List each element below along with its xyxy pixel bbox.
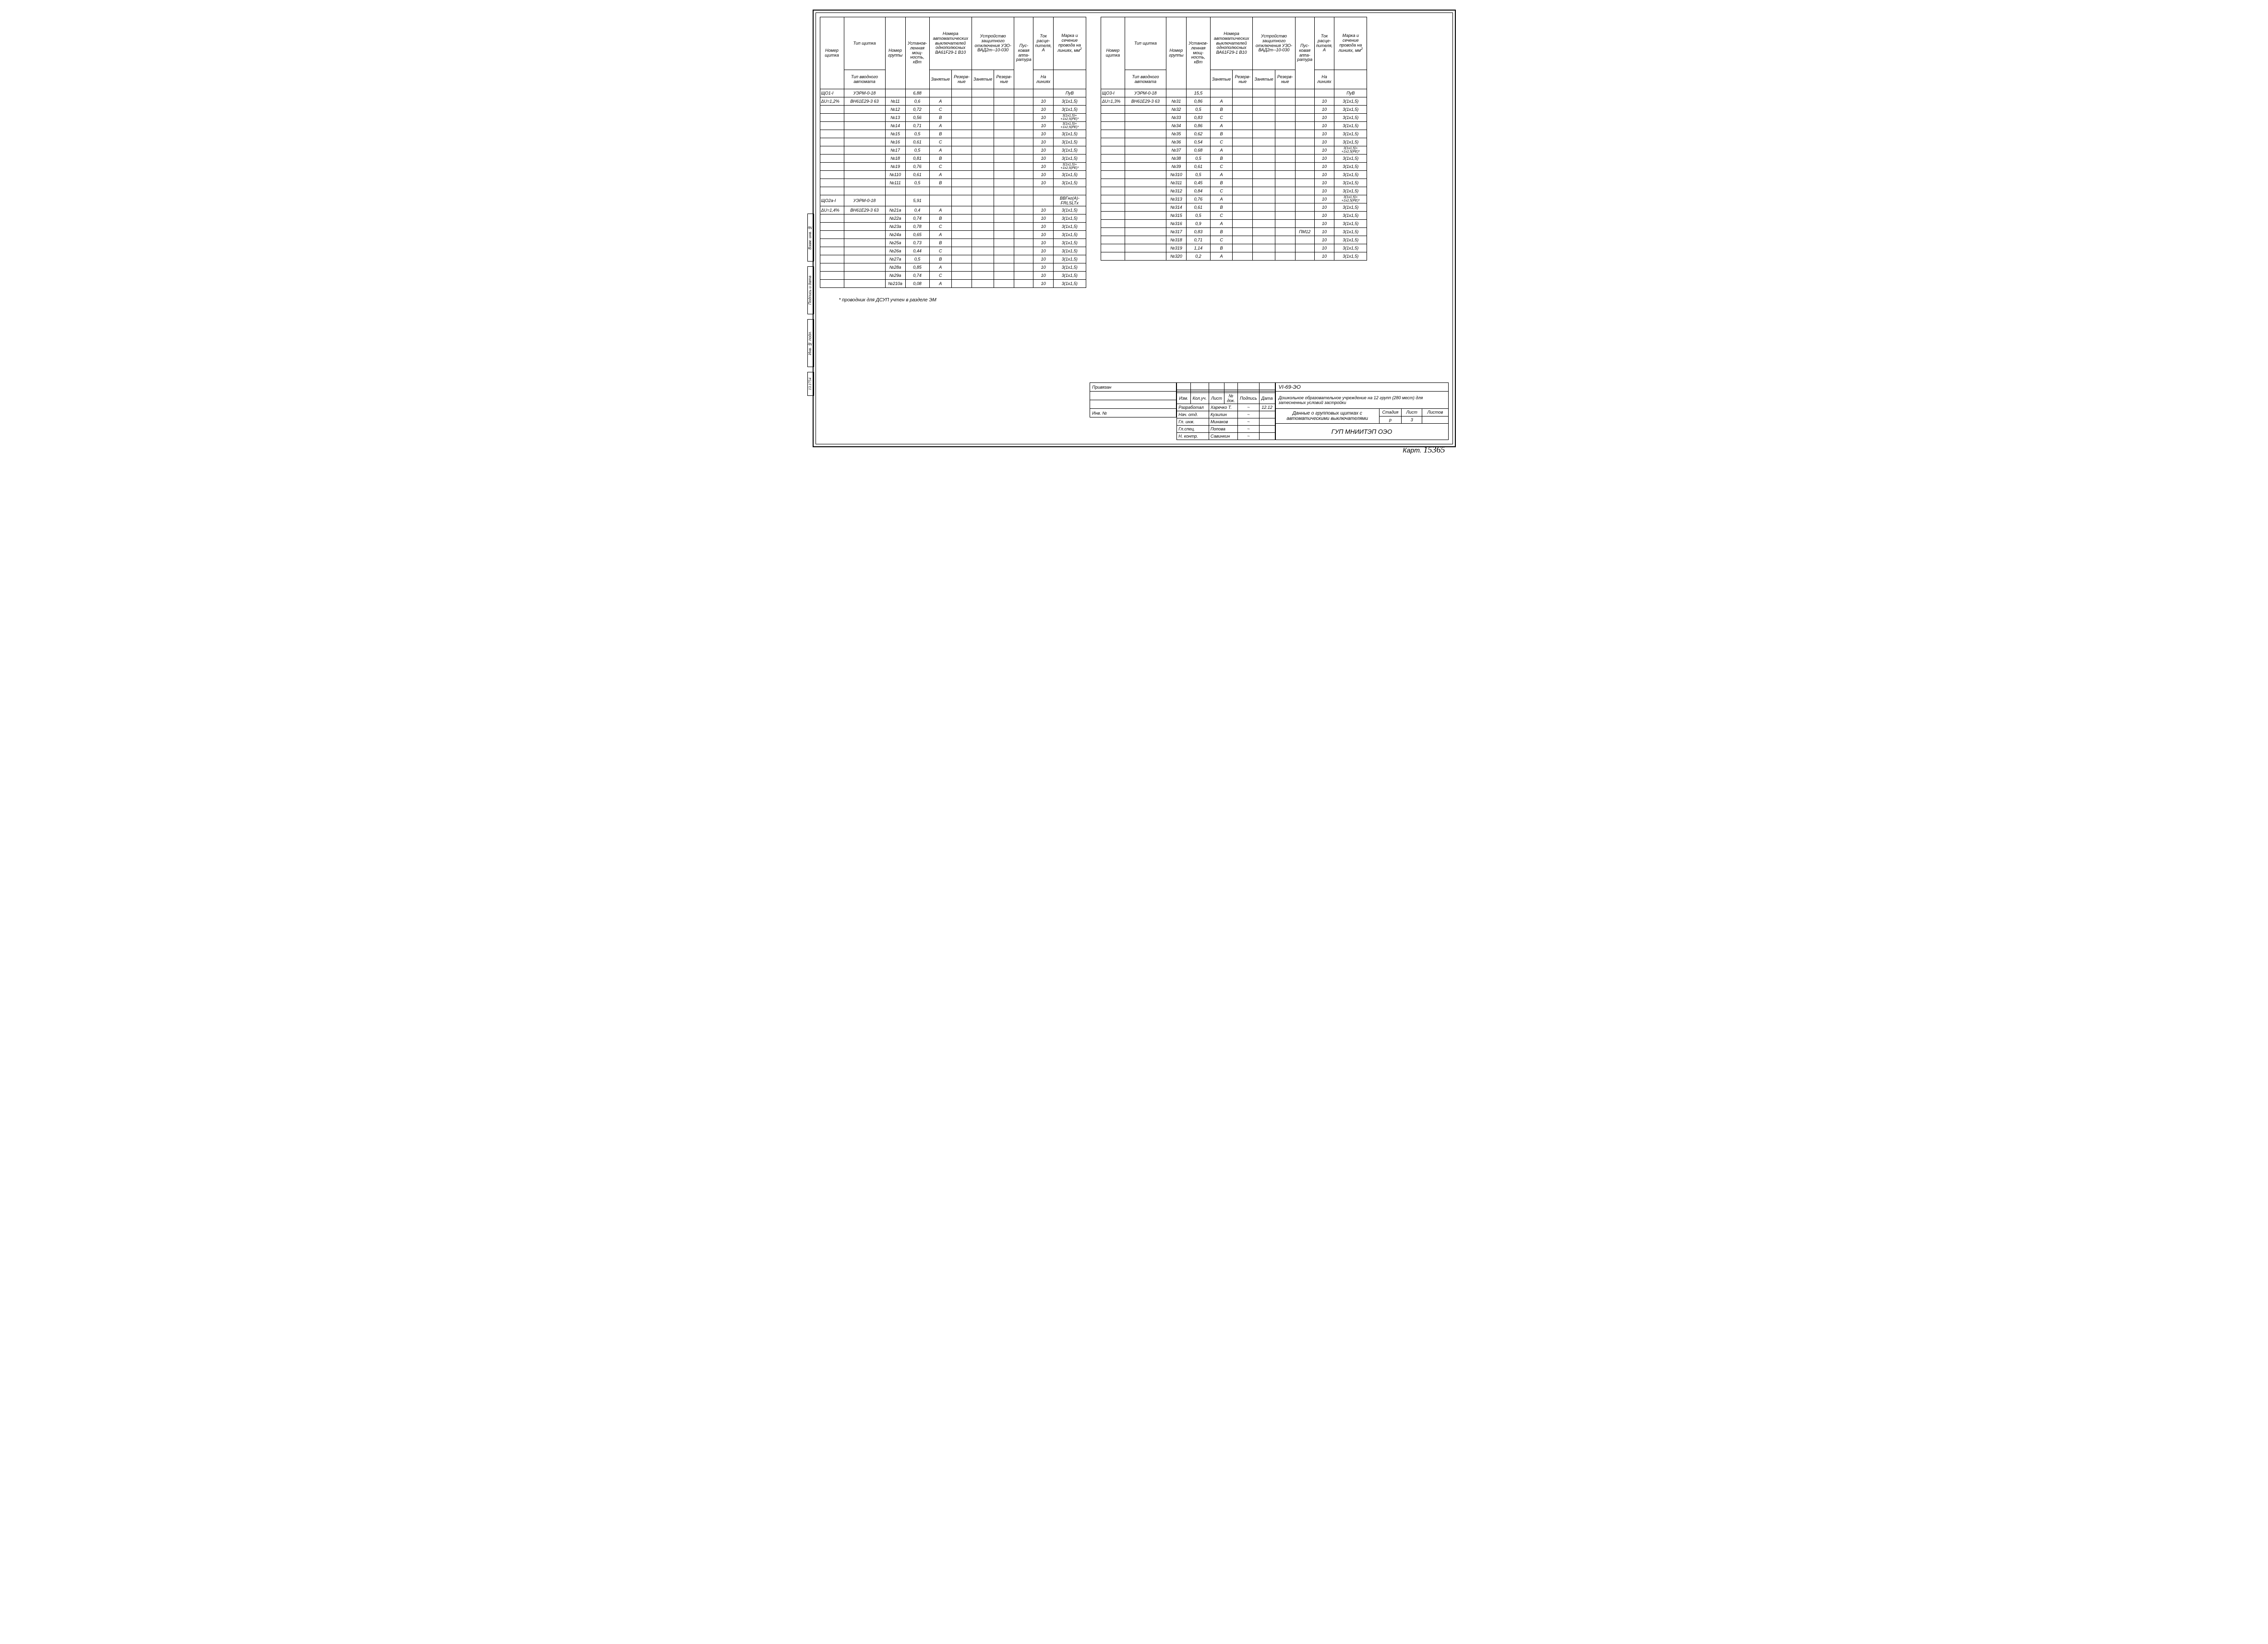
table-row: №12 0,72 С 10 3(1х1,5) — [820, 106, 1086, 114]
table-row: №35 0,62 В 10 3(1х1,5) — [1101, 130, 1367, 138]
hdr-podp: Подпись — [1238, 393, 1260, 404]
side-inv: Инв. № подл. — [807, 319, 814, 367]
inv-no-label: Инв. № — [1090, 409, 1176, 417]
table-row: №314 0,61 В 10 3(1х1,5) — [1101, 203, 1367, 212]
table-row: №32 0,5 В 10 3(1х1,5) — [1101, 106, 1367, 114]
role-row: Разработал Харечко Т. ~ 12.12 — [1177, 404, 1275, 411]
table-row: №312 0,84 С 10 3(1х1,5) — [1101, 187, 1367, 195]
table-row — [820, 187, 1086, 195]
binding-margin: Взам. инв. № Подпись и дата Инв. № подл.… — [807, 214, 814, 396]
table-row: №25а 0,73 В 10 3(1х1,5) — [820, 239, 1086, 247]
table-row: №22а 0,74 В 10 3(1х1,5) — [820, 214, 1086, 223]
table-row: ΔU=1,3% ВН61Е29-3 63 №31 0,86 А 10 3(1х1… — [1101, 97, 1367, 106]
listov-v — [1422, 416, 1448, 424]
side-vzam: Взам. инв. № — [807, 214, 814, 262]
role-row: Нач. отд. Кузилин ~ — [1177, 411, 1275, 418]
drawing-frame-outer: Взам. инв. № Подпись и дата Инв. № подл.… — [813, 10, 1456, 447]
table-row: ΔU=1,2% ВН61Е29-3 63 №11 0,6 А 10 3(1х1,… — [820, 97, 1086, 106]
table-row: №311 0,45 В 10 3(1х1,5) — [1101, 179, 1367, 187]
table-row: №318 0,71 С 10 3(1х1,5) — [1101, 236, 1367, 244]
table-row: №36 0,54 С 10 3(1х1,5) — [1101, 138, 1367, 146]
table-row: №15 0,5 В 10 3(1х1,5) — [820, 130, 1086, 138]
side-inv-num: 13.1754 — [807, 372, 814, 396]
stadiya-h: Стадия — [1379, 409, 1401, 417]
table-row: №313 0,76 А 10 3(1х1,5)++1х2,5(РЕ)* — [1101, 195, 1367, 203]
stadiya-v: р — [1379, 416, 1401, 424]
kart-number: 15365 — [1424, 445, 1445, 454]
hdr-list: Лист — [1209, 393, 1224, 404]
hdr-izm: Изм. — [1177, 393, 1190, 404]
table-row: №19 0,76 С 10 3(1х1,5)++1х2,5(РЕ)* — [820, 163, 1086, 171]
panel-table-right: Номер щитка Тип щитка Номер группы Устан… — [1101, 17, 1367, 261]
list-h: Лист — [1402, 409, 1422, 417]
table-row: ЩО2а-I УЭРМ-0-18 5,91 ВВГнг(А)-FRLSLTх — [820, 195, 1086, 206]
project-code: VI-69-ЭО — [1275, 383, 1448, 392]
table-row: ЩО1-I УЭРМ-0-18 6,88 ПуВ — [820, 89, 1086, 97]
listov-h: Листов — [1422, 409, 1448, 417]
title-block: Привязан Инв. № Изм. Кол.уч. Лист № док. — [1090, 382, 1448, 440]
table-row: №315 0,5 С 10 3(1х1,5) — [1101, 212, 1367, 220]
table-row: №110 0,61 А 10 3(1х1,5) — [820, 171, 1086, 179]
kart-label: Карт. — [1403, 446, 1421, 454]
role-row: Гл. инж. Минаков ~ — [1177, 418, 1275, 426]
table-row: №23а 0,78 С 10 3(1х1,5) — [820, 223, 1086, 231]
table-row: №16 0,61 С 10 3(1х1,5) — [820, 138, 1086, 146]
table-row: №34 0,86 А 10 3(1х1,5) — [1101, 122, 1367, 130]
table-row: №39 0,61 С 10 3(1х1,5) — [1101, 163, 1367, 171]
table-row: №310 0,5 А 10 3(1х1,5) — [1101, 171, 1367, 179]
hdr-ndok: № док. — [1224, 393, 1238, 404]
table-row: ΔU=1,4% ВН61Е29-3 63 №21а 0,4 А 10 3(1х1… — [820, 206, 1086, 214]
hdr-kol: Кол.уч. — [1190, 393, 1209, 404]
panel-table-left: Номер щитка Тип щитка Номер группы Устан… — [820, 17, 1086, 288]
table-row: №317 0,83 В ПМ12 10 3(1х1,5) — [1101, 228, 1367, 236]
privyazan-label: Привязан — [1090, 383, 1176, 392]
binding-grid: Привязан Инв. № — [1090, 382, 1176, 417]
footnote: * проводник для ДСУП учтен в разделе ЭМ — [839, 298, 1449, 303]
sheet-content-title: Данные о групповых щитках с автоматическ… — [1275, 409, 1379, 424]
revision-table: Изм. Кол.уч. Лист № док. Подпись Дата Ра… — [1176, 382, 1275, 440]
table-row: №319 1,14 В 10 3(1х1,5) — [1101, 244, 1367, 252]
kart-stamp: Карт. 15365 — [1403, 445, 1445, 455]
table-row: №316 0,9 А 10 3(1х1,5) — [1101, 220, 1367, 228]
table-row: №210а 0,08 А 10 3(1х1,5) — [820, 280, 1086, 288]
role-row: Гл.спец. Попова ~ — [1177, 426, 1275, 433]
table-row: №27а 0,5 В 10 3(1х1,5) — [820, 255, 1086, 263]
role-row: Н. контр. Савинкин ~ — [1177, 433, 1275, 440]
project-desc: Дошкольное образовательное учреждение на… — [1275, 392, 1448, 409]
list-v: 3 — [1402, 416, 1422, 424]
hdr-data: Дата — [1259, 393, 1275, 404]
table-row: №26а 0,44 С 10 3(1х1,5) — [820, 247, 1086, 255]
table-row: №29а 0,74 С 10 3(1х1,5) — [820, 272, 1086, 280]
table-row: №18 0,81 В 10 3(1х1,5) — [820, 155, 1086, 163]
table-row: №14 0,71 А 10 3(1х1,5)++1х2,5(РЕ)* — [820, 122, 1086, 130]
table-row: №37 0,68 А 10 3(1х1,5)++1х2,5(РЕ)* — [1101, 146, 1367, 155]
table-row: №33 0,83 С 10 3(1х1,5) — [1101, 114, 1367, 122]
table-row: №38 0,5 В 10 3(1х1,5) — [1101, 155, 1367, 163]
table-row: №17 0,5 А 10 3(1х1,5) — [820, 146, 1086, 155]
organization: ГУП МНИИТЭП ОЭО — [1275, 424, 1448, 440]
drawing-frame-inner: Взам. инв. № Подпись и дата Инв. № подл.… — [816, 12, 1453, 444]
title-main: VI-69-ЭО Дошкольное образовательное учре… — [1275, 382, 1449, 440]
table-row: №13 0,56 В 10 3(1х1,5)++1х2,5(РЕ)* — [820, 114, 1086, 122]
table-row: №320 0,2 А 10 3(1х1,5) — [1101, 252, 1367, 261]
table-row: ЩО3-I УЭРМ-0-18 15,5 ПуВ — [1101, 89, 1367, 97]
table-row: №28а 0,85 А 10 3(1х1,5) — [820, 263, 1086, 272]
table-row: №111 0,5 В 10 3(1х1,5) — [820, 179, 1086, 187]
table-row: №24а 0,65 А 10 3(1х1,5) — [820, 231, 1086, 239]
side-podpis: Подпись и дата — [807, 266, 814, 314]
